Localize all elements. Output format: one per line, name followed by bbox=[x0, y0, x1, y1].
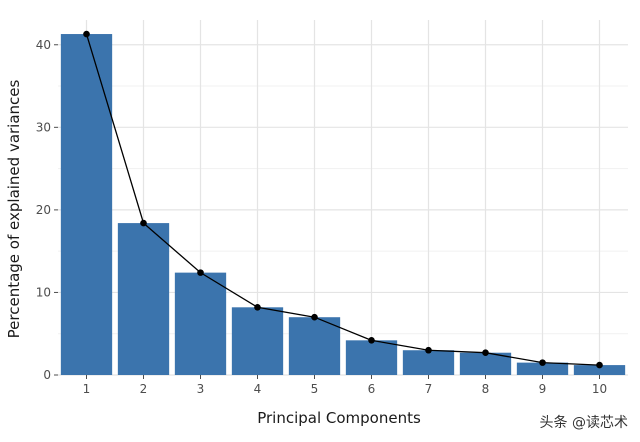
y-axis-title: Percentage of explained variances bbox=[5, 79, 23, 338]
watermark: 头条 @读芯术 bbox=[539, 415, 628, 431]
bar bbox=[174, 272, 227, 375]
series-line bbox=[85, 33, 600, 366]
bar bbox=[288, 317, 341, 375]
x-tick-label: 8 bbox=[482, 382, 490, 396]
y-tick-label: 30 bbox=[36, 120, 51, 134]
plot-panel bbox=[58, 20, 628, 376]
bar bbox=[345, 340, 398, 375]
bar bbox=[117, 223, 170, 375]
bar bbox=[60, 34, 113, 376]
x-tick-label: 6 bbox=[368, 382, 376, 396]
y-tick-label: 0 bbox=[43, 368, 51, 382]
x-tick-label: 10 bbox=[592, 382, 607, 396]
bar bbox=[402, 350, 455, 375]
line-series bbox=[83, 30, 603, 369]
x-axis-title: Principal Components bbox=[257, 409, 421, 427]
line-point bbox=[368, 337, 375, 344]
x-tick-label: 5 bbox=[311, 382, 319, 396]
line-point bbox=[425, 346, 432, 354]
x-axis-ticks: 1 2 3 4 5 6 7 8 9 10 bbox=[83, 375, 607, 396]
line-point bbox=[197, 269, 204, 276]
line-point bbox=[83, 30, 90, 38]
y-tick-label: 20 bbox=[36, 203, 51, 217]
bar bbox=[459, 352, 512, 375]
x-tick-label: 2 bbox=[140, 382, 148, 396]
y-tick-label: 10 bbox=[36, 285, 51, 299]
bar bbox=[516, 362, 569, 375]
x-tick-label: 1 bbox=[83, 382, 91, 396]
bar bbox=[231, 307, 284, 375]
bar bbox=[573, 365, 626, 375]
line-point bbox=[539, 359, 546, 366]
x-tick-label: 3 bbox=[197, 382, 205, 396]
line-point bbox=[482, 349, 489, 357]
x-tick-label: 7 bbox=[425, 382, 433, 396]
line-point bbox=[596, 361, 603, 369]
x-tick-label: 9 bbox=[539, 382, 547, 396]
x-tick-label: 4 bbox=[254, 382, 262, 396]
line-point bbox=[311, 313, 318, 321]
line-point bbox=[254, 304, 261, 311]
y-tick-label: 40 bbox=[36, 38, 51, 52]
bar-series bbox=[60, 34, 626, 376]
line-point bbox=[140, 219, 147, 227]
y-axis-ticks: 0 10 20 30 40 bbox=[36, 38, 58, 382]
